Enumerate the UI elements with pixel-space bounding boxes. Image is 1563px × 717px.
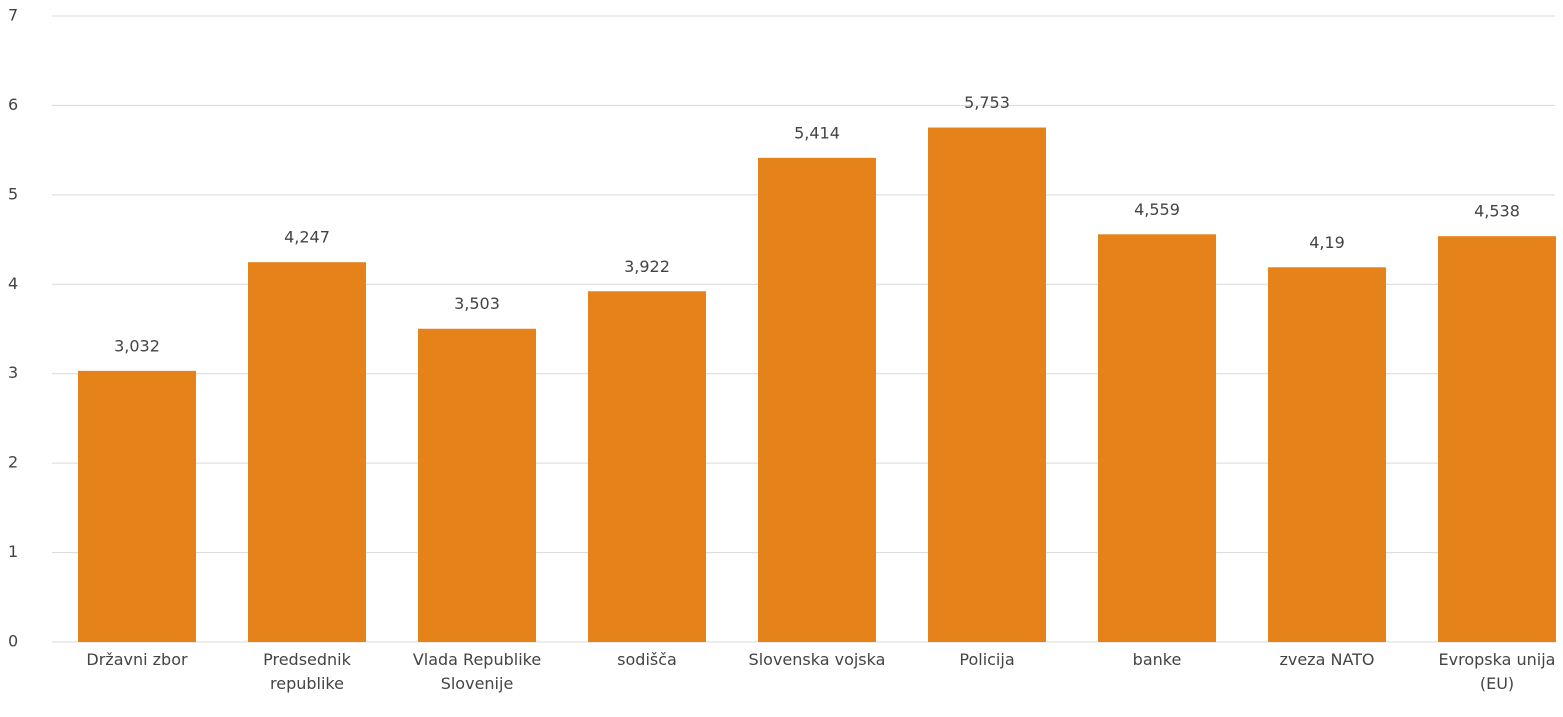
- data-label: 4,559: [1134, 200, 1180, 219]
- bar: [418, 328, 536, 642]
- x-tick-label: Slovenska vojska: [748, 650, 886, 669]
- y-tick-label: 0: [8, 632, 18, 651]
- bar: [928, 127, 1046, 642]
- x-tick-label: Vlada Republike Slovenije: [412, 650, 542, 693]
- y-tick-label: 1: [8, 542, 18, 561]
- bar: [1098, 234, 1216, 642]
- data-label: 5,753: [964, 93, 1010, 112]
- x-tick-label: Policija: [959, 650, 1015, 669]
- x-tick-label: banke: [1132, 650, 1182, 669]
- bar: [1268, 267, 1386, 642]
- bar: [588, 291, 706, 642]
- x-tick-label: sodišča: [617, 650, 677, 669]
- x-tick-label: Državni zbor: [86, 650, 188, 669]
- x-tick-label: Predsednik republike: [263, 650, 351, 693]
- data-label: 3,922: [624, 257, 670, 276]
- data-label: 4,247: [284, 228, 330, 247]
- bar: [78, 370, 196, 642]
- y-tick-label: 4: [8, 274, 18, 293]
- bar: [758, 157, 876, 642]
- bar: [248, 262, 366, 642]
- x-tick-label: zveza NATO: [1279, 650, 1375, 669]
- x-tick-label: Evropska unija (EU): [1438, 650, 1556, 693]
- y-tick-label: 3: [8, 363, 18, 382]
- data-label: 4,538: [1474, 202, 1520, 221]
- y-tick-label: 6: [8, 95, 18, 114]
- data-label: 3,503: [454, 294, 500, 313]
- data-label: 5,414: [794, 123, 840, 142]
- bar: [1438, 236, 1556, 642]
- data-label: 4,19: [1309, 233, 1345, 252]
- y-tick-label: 2: [8, 453, 18, 472]
- y-tick-label: 5: [8, 184, 18, 203]
- data-label: 3,032: [114, 336, 160, 355]
- y-tick-label: 7: [8, 6, 18, 25]
